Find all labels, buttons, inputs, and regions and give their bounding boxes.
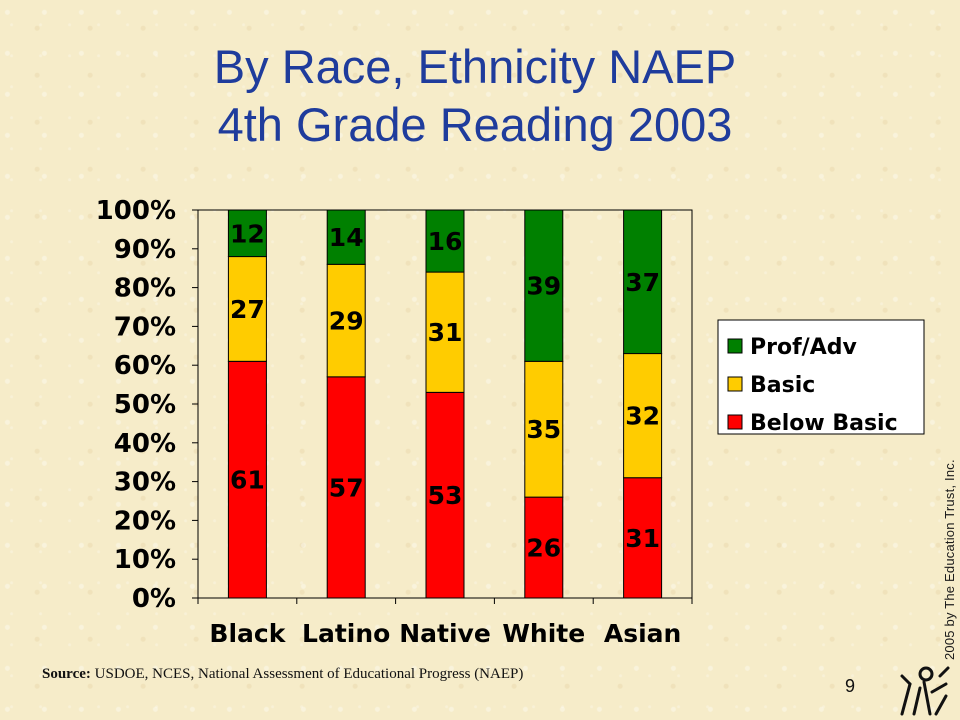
x-category-label: White [502, 619, 585, 648]
bar-segment-basic [326, 263, 366, 378]
bar-segment-basic [227, 256, 267, 362]
y-tick-label: 50% [114, 390, 176, 420]
title-line-1: By Race, Ethnicity NAEP [213, 40, 737, 93]
legend-swatch [727, 414, 743, 430]
legend-label: Prof/Adv [750, 335, 857, 360]
y-tick-label: 60% [114, 351, 176, 381]
y-tick-label: 80% [114, 274, 176, 304]
bar-segment-below-basic [227, 360, 267, 599]
bar-segment-below-basic [623, 477, 663, 599]
legend: Prof/Adv Basic Below Basic [717, 319, 925, 436]
education-trust-logo [900, 666, 950, 716]
source-text: USDOE, NCES, National Assessment of Educ… [94, 666, 524, 682]
data-label: 14 [329, 223, 364, 252]
bar-segment-prof-adv [326, 209, 366, 265]
bar-segment-prof-adv [623, 209, 663, 355]
y-tick-label: 10% [114, 545, 176, 575]
axis-layer: 0% 10% 20% 30% 40% 50% 60% 70% 80% 90% 100% Black La… [96, 196, 693, 648]
source-note: Source: USDOE, NCES, National Assessment… [42, 666, 523, 683]
bar-segment-basic [524, 360, 564, 498]
legend-label: Basic [750, 373, 815, 398]
data-label: 29 [329, 307, 364, 336]
legend-box [717, 319, 925, 435]
copyright-text: 2005 by The Education Trust, Inc. [942, 459, 957, 660]
y-tick-label: 90% [114, 235, 176, 265]
legend-swatch [727, 338, 743, 354]
source-label: Source: [42, 666, 91, 682]
data-label: 12 [230, 219, 265, 248]
chart-title: By Race, Ethnicity NAEP 4th Grade Readin… [0, 38, 950, 154]
data-label: 31 [625, 524, 660, 553]
title-line-2: 4th Grade Reading 2003 [217, 98, 733, 151]
y-tick-label: 0% [132, 584, 176, 614]
bars-layer: 61 27 12 57 29 14 53 31 16 26 35 39 31 32 37 [227, 209, 663, 599]
data-label: 26 [526, 534, 561, 563]
data-label: 61 [230, 466, 265, 495]
bar-segment-prof-adv [524, 209, 564, 362]
data-label: 32 [625, 402, 660, 431]
data-label: 57 [329, 473, 364, 502]
y-tick-label: 30% [114, 468, 176, 498]
bar-segment-below-basic [425, 391, 465, 599]
y-tick-label: 100% [96, 196, 176, 226]
legend-label: Below Basic [750, 411, 898, 436]
bar-segment-below-basic [326, 376, 366, 599]
bar-segment-below-basic [524, 496, 564, 599]
page-number: 9 [845, 676, 856, 696]
data-label: 37 [625, 268, 660, 297]
data-label: 35 [526, 415, 561, 444]
x-category-label: Latino [302, 619, 390, 648]
bar-segment-prof-adv [425, 209, 465, 273]
bar-segment-basic [623, 353, 663, 479]
legend-swatch [727, 376, 743, 392]
data-label: 27 [230, 295, 265, 324]
y-tick-label: 20% [114, 506, 176, 536]
y-tick-label: 70% [114, 312, 176, 342]
bar-segment-basic [425, 271, 465, 393]
data-label: 16 [428, 227, 463, 256]
data-label: 31 [428, 318, 463, 347]
x-category-label: Asian [604, 619, 681, 648]
x-category-label: Native [399, 619, 491, 648]
data-label: 39 [526, 272, 561, 301]
bar-segment-prof-adv [227, 209, 267, 258]
y-tick-label: 40% [114, 429, 176, 459]
data-label: 53 [428, 481, 463, 510]
x-category-label: Black [209, 619, 286, 648]
